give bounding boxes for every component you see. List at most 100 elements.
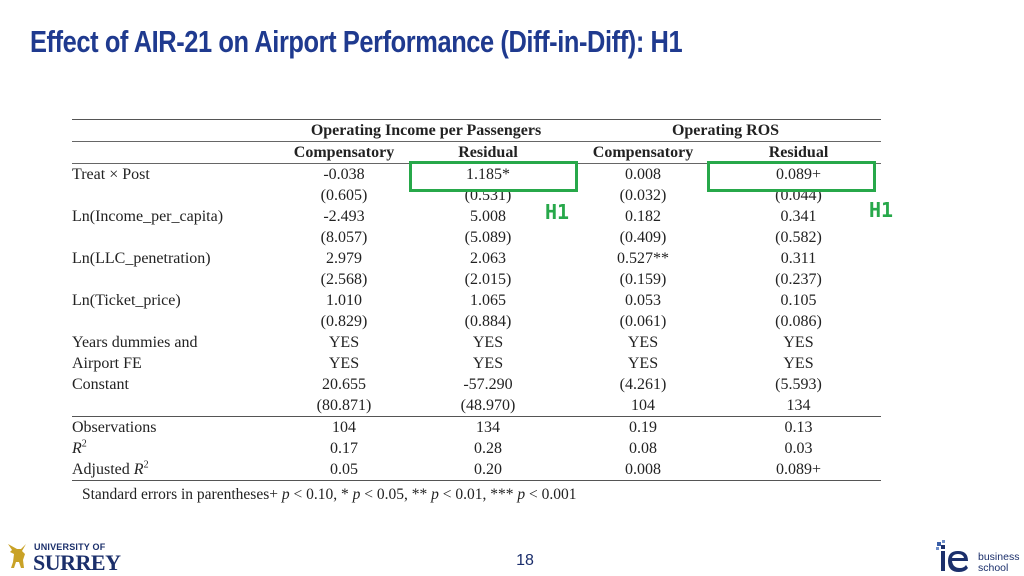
table-row: Adjusted R2 0.05 0.20 0.008 0.089+: [72, 459, 881, 481]
table-cell: (5.089): [464, 229, 512, 246]
table-cell: 0.17: [330, 440, 358, 457]
row-label: [72, 185, 282, 206]
table-cell: YES: [328, 355, 360, 372]
table-row: (0.829) (0.884) (0.061) (0.086): [72, 311, 881, 332]
table-cell: 2.979: [326, 250, 362, 267]
table-cell: (8.057): [320, 229, 368, 246]
column-header-row: Compensatory Residual Compensatory Resid…: [72, 141, 881, 164]
table-row: Years dummies and YES YES YES YES: [72, 332, 881, 353]
table-cell: (4.261): [619, 376, 667, 393]
table-row: Treat × Post -0.038 1.185* 0.008 0.089+: [72, 164, 881, 186]
table-cell: YES: [328, 334, 360, 351]
highlight-box-ros-residual: [707, 161, 876, 192]
table-cell: (0.032): [619, 187, 667, 204]
row-label: Ln(LLC_penetration): [72, 250, 211, 267]
page-number: 18: [516, 552, 534, 569]
ie-logo-icon: [936, 540, 968, 572]
table-cell: 5.008: [470, 208, 506, 225]
row-label: Ln(Ticket_price): [72, 292, 181, 309]
table-cell: (0.409): [619, 229, 667, 246]
table-row: (80.871) (48.970) 104 134: [72, 395, 881, 417]
surrey-main-text: SURREY: [33, 550, 121, 575]
col-header: Residual: [716, 141, 881, 164]
table-cell: -2.493: [323, 208, 365, 225]
row-label: Ln(Income_per_capita): [72, 208, 224, 225]
table-cell: 0.089+: [716, 459, 881, 481]
table-cell: 0.008: [625, 166, 661, 183]
table-row: Ln(Income_per_capita) -2.493 5.008 0.182 0.3…: [72, 206, 881, 227]
table-row: Constant 20.655 -57.290 (4.261) (5.593): [72, 374, 881, 395]
row-label: [72, 395, 282, 417]
table-stats: Observations 104 134 0.19 0.13 R2 0.17 0.28 0.08…: [72, 416, 881, 481]
table-cell: 134: [406, 416, 570, 438]
table-note: Standard errors in parentheses+ p < 0.10…: [82, 486, 576, 504]
table-body: Treat × Post -0.038 1.185* 0.008 0.089+ (0.60…: [72, 164, 881, 417]
table-cell: (0.605): [320, 187, 368, 204]
ie-business-text: business: [978, 551, 1020, 563]
table-cell: YES: [627, 334, 659, 351]
table-cell: (0.061): [619, 313, 667, 330]
row-label: R2: [72, 438, 87, 457]
ie-school-text: school: [978, 562, 1009, 574]
row-label: Adjusted R2: [72, 459, 282, 481]
table-row: (2.568) (2.015) (0.159) (0.237): [72, 269, 881, 290]
table-cell: 0.13: [716, 416, 881, 438]
table-cell: (2.568): [320, 271, 368, 288]
corner-cell: [72, 141, 282, 164]
table-note-text: Standard errors in parentheses+ p < 0.10…: [82, 486, 577, 503]
table-cell: (0.884): [464, 313, 512, 330]
table-cell: (80.871): [316, 397, 372, 414]
regression-table: Operating Income per Passengers Operatin…: [72, 119, 881, 481]
table-cell: 0.182: [625, 208, 661, 225]
table-cell: (0.582): [775, 229, 822, 246]
surrey-logo: UNIVERSITY OF SURREY: [4, 538, 121, 575]
table-cell: 0.28: [474, 440, 502, 457]
row-label: Observations: [72, 416, 282, 438]
table-cell: (0.086): [775, 313, 822, 330]
highlight-box-income-residual: [409, 161, 578, 192]
table-cell: -0.038: [323, 166, 365, 183]
table-cell: 1.185*: [466, 166, 510, 183]
table-cell: 0.008: [570, 459, 716, 481]
table-cell: -57.290: [463, 376, 513, 393]
slide-title: Effect of AIR-21 on Airport Performance …: [30, 24, 683, 59]
ie-business-school-logo: business school: [935, 538, 1021, 574]
table-row: (8.057) (5.089) (0.409) (0.582): [72, 227, 881, 248]
col-header: Compensatory: [282, 141, 406, 164]
table-cell: 0.08: [629, 440, 657, 457]
table-cell: YES: [783, 334, 814, 351]
table-cell: (0.829): [320, 313, 368, 330]
table-cell: YES: [472, 334, 504, 351]
regression-table-container: Operating Income per Passengers Operatin…: [72, 119, 881, 481]
table-row: Ln(LLC_penetration) 2.979 2.063 0.527** 0.31…: [72, 248, 881, 269]
row-label: [72, 227, 282, 248]
table-cell: 0.20: [406, 459, 570, 481]
group-header-income: Operating Income per Passengers: [282, 119, 570, 142]
table-row: Observations 104 134 0.19 0.13: [72, 416, 881, 438]
table-cell: YES: [783, 355, 814, 372]
table-cell: 0.527**: [617, 250, 669, 267]
table-cell: YES: [472, 355, 504, 372]
table-cell: 0.19: [570, 416, 716, 438]
table-cell: 0.311: [780, 250, 817, 267]
table-cell: (0.159): [619, 271, 667, 288]
row-label: Years dummies and: [72, 334, 198, 351]
highlight-label-h1: H1: [869, 198, 894, 222]
table-cell: 134: [786, 397, 811, 414]
table-cell: 0.03: [784, 440, 813, 457]
table-cell: 0.05: [282, 459, 406, 481]
surrey-top-text: UNIVERSITY OF: [34, 542, 106, 552]
row-label: Treat × Post: [72, 166, 150, 183]
table-cell: 2.063: [470, 250, 506, 267]
table-cell: 104: [282, 416, 406, 438]
col-header: Compensatory: [570, 141, 716, 164]
table-cell: 1.010: [326, 292, 362, 309]
table-row: Ln(Ticket_price) 1.010 1.065 0.053 0.105: [72, 290, 881, 311]
corner-cell: [72, 119, 282, 142]
group-header-ros: Operating ROS: [570, 119, 881, 142]
table-cell: 20.655: [322, 376, 366, 393]
table-cell: 0.105: [780, 292, 817, 309]
table-cell: YES: [627, 355, 659, 372]
row-label: [72, 269, 282, 290]
table-cell: 0.341: [780, 208, 817, 225]
